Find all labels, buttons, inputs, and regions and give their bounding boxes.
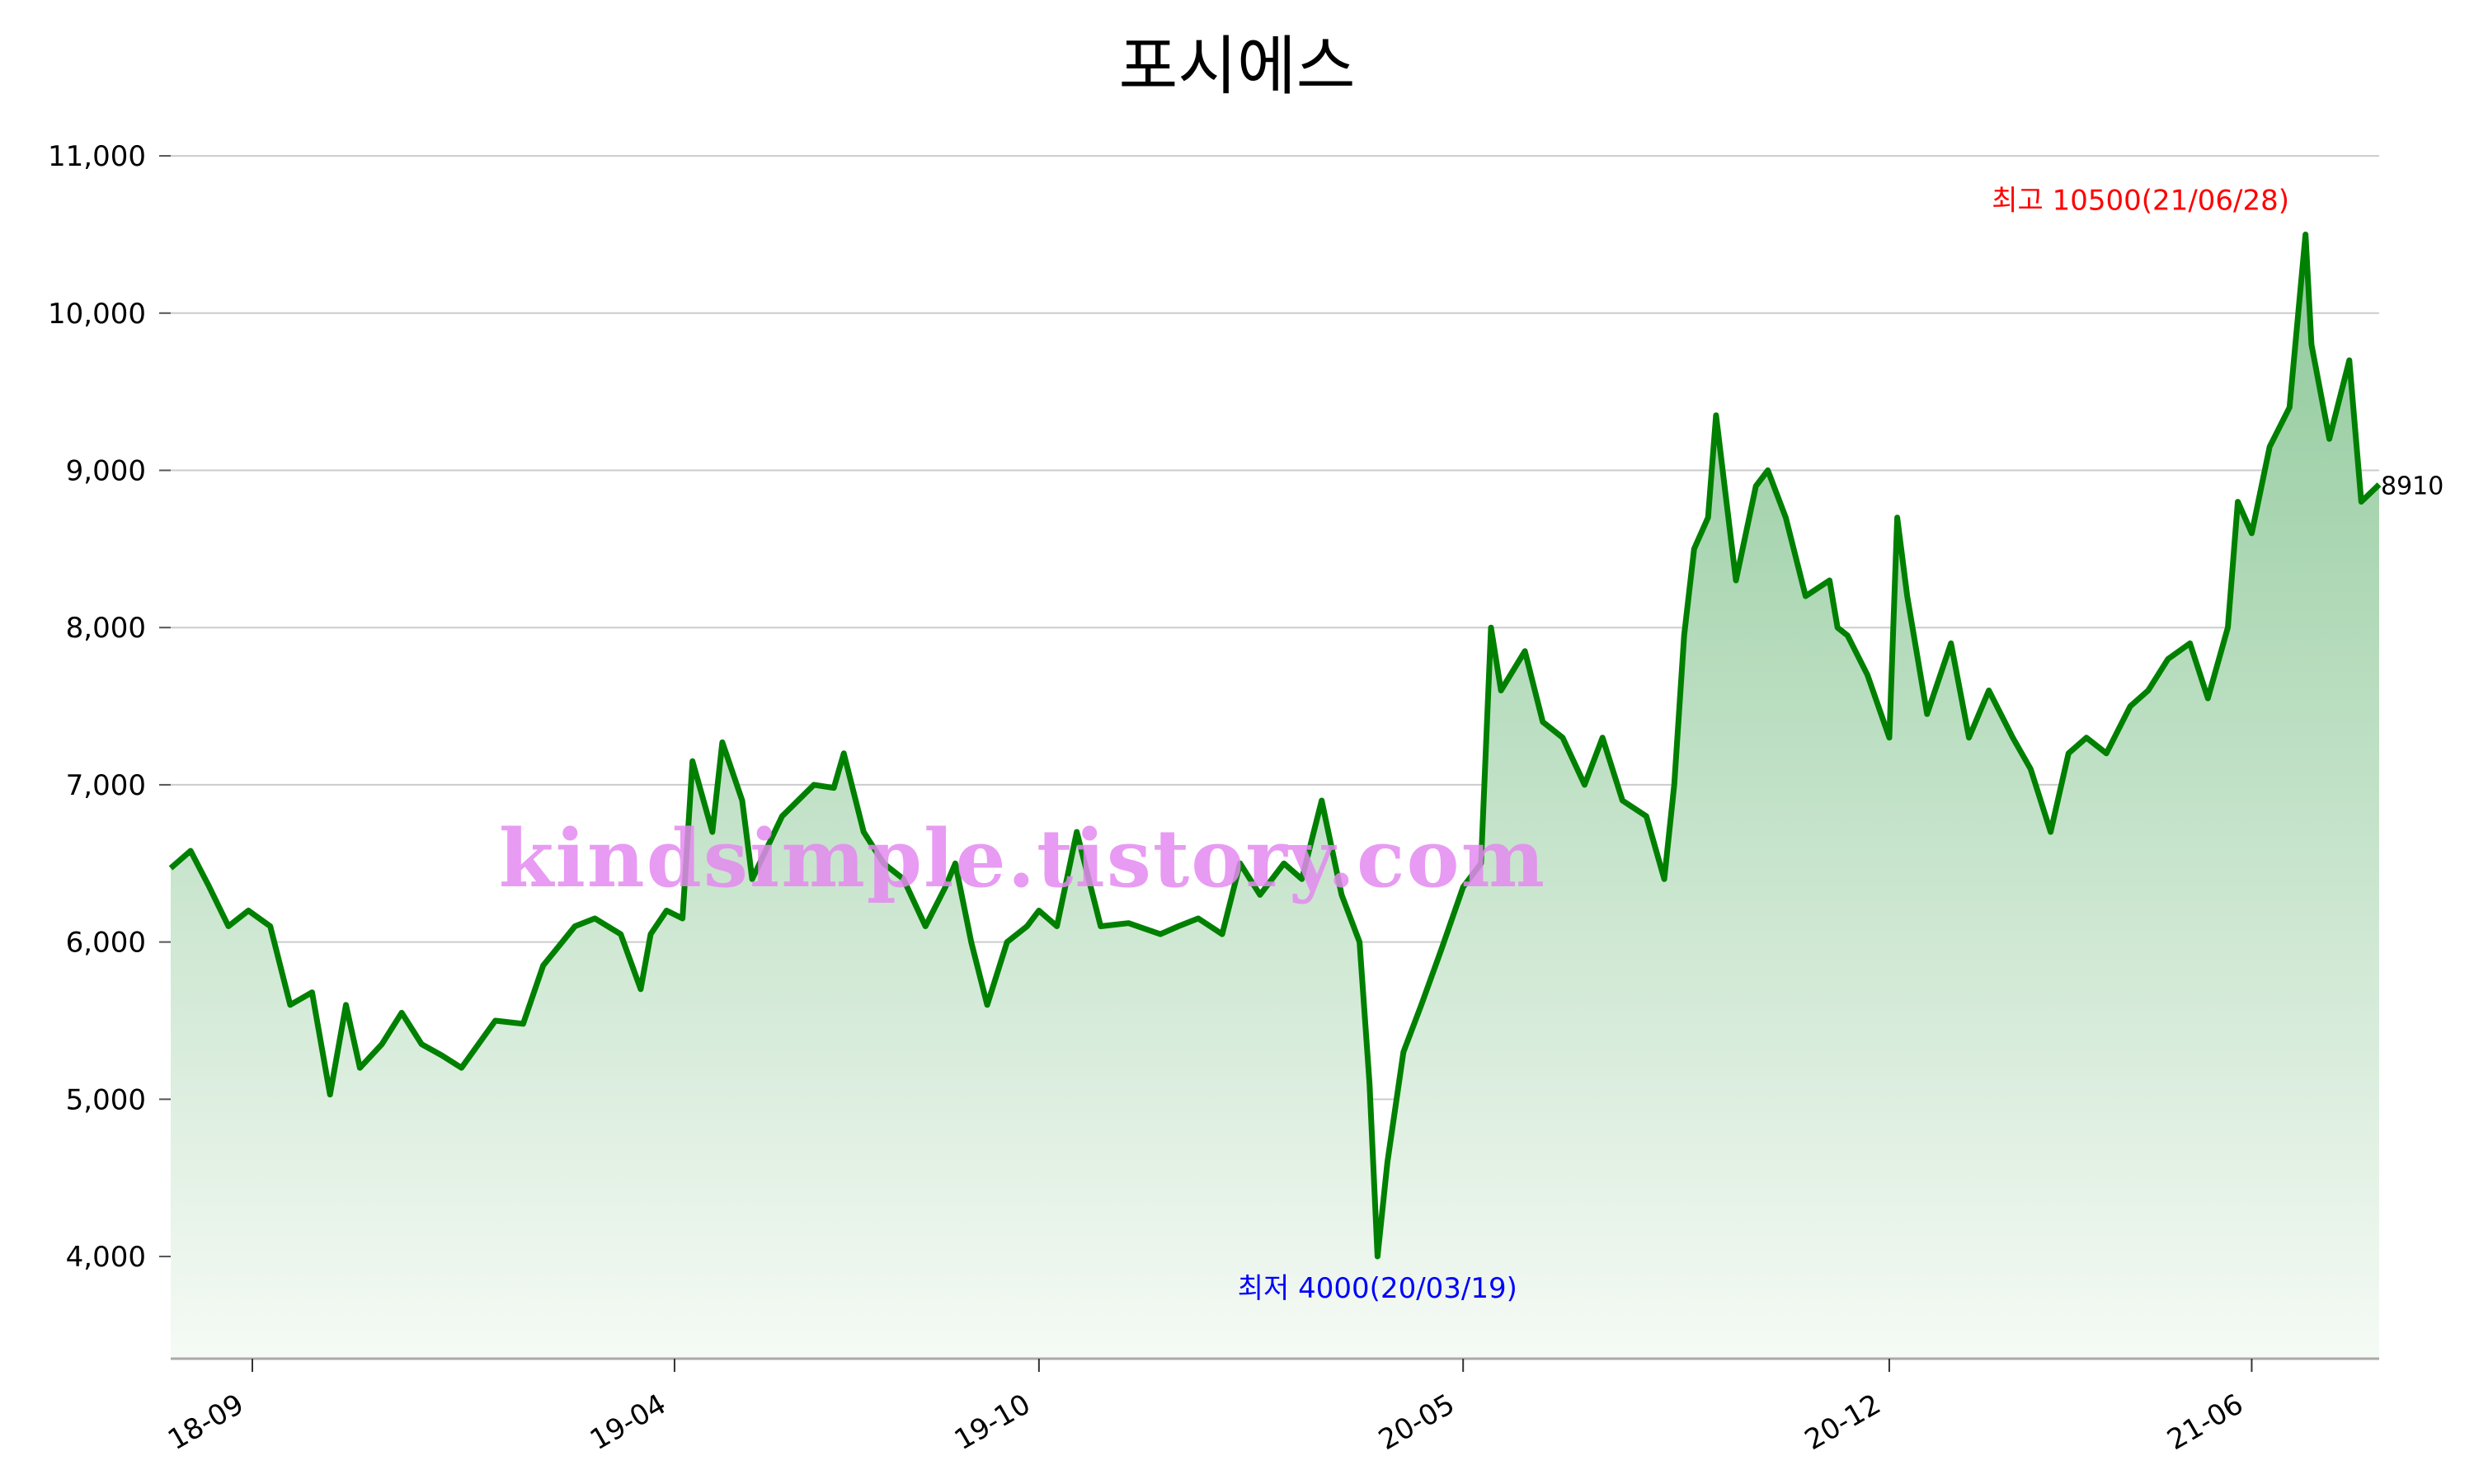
y-tick-label: 10,000 — [48, 298, 146, 331]
min-price-label: 최저 4000(20/03/19) — [1238, 1272, 1517, 1305]
area-layer — [168, 231, 2382, 1359]
x-tick-label: 18-09 — [162, 1388, 250, 1457]
x-tick-label: 20-05 — [1373, 1388, 1460, 1457]
chart-title: 포시에스 — [1118, 30, 1356, 104]
axis-layer — [159, 155, 2379, 1372]
x-tick-label: 19-04 — [585, 1388, 672, 1457]
price-series-line — [168, 231, 2382, 1260]
price-area-fill — [171, 234, 2379, 1359]
y-tick-label: 7,000 — [66, 769, 146, 802]
x-tick-label: 19-10 — [949, 1388, 1037, 1457]
y-tick-label: 5,000 — [66, 1083, 146, 1116]
watermark-text: kindsimple.tistory.com — [499, 812, 1546, 905]
y-tick-label: 6,000 — [66, 927, 146, 960]
y-tick-label: 8,000 — [66, 612, 146, 645]
y-tick-label: 11,000 — [48, 140, 146, 173]
y-tick-label: 4,000 — [66, 1241, 146, 1274]
max-price-label: 최고 10500(21/06/28) — [1992, 184, 2289, 217]
x-tick-label: 20-12 — [1799, 1388, 1887, 1457]
last-price-label: 8910 — [2381, 472, 2443, 501]
x-tick-label: 21-06 — [2161, 1388, 2249, 1457]
y-tick-label: 9,000 — [66, 454, 146, 487]
